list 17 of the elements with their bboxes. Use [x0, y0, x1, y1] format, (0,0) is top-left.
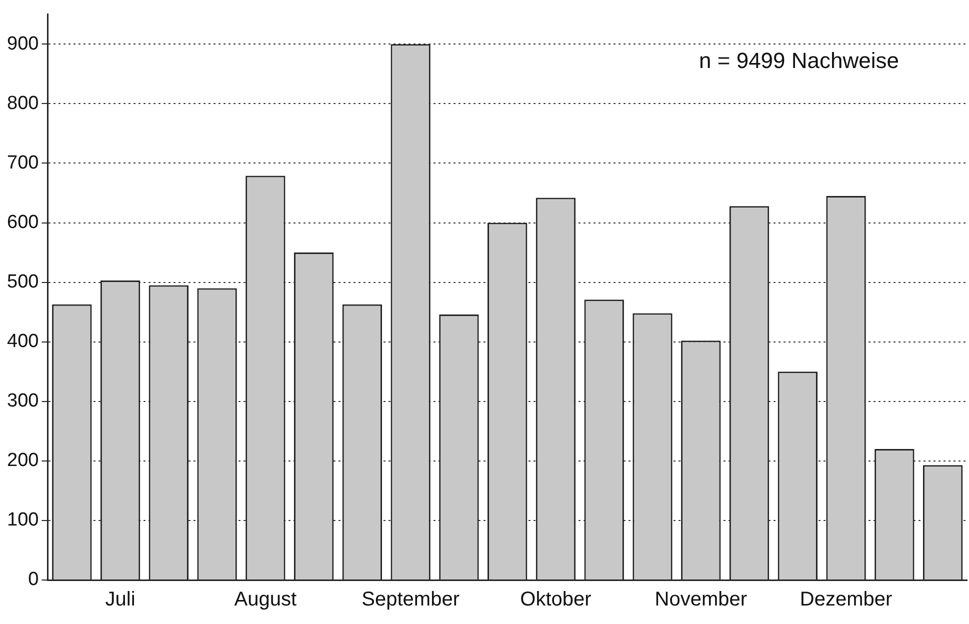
y-tick-label: 400: [7, 331, 39, 352]
annotation: n = 9499 Nachweise: [699, 48, 899, 74]
y-tick-label: 0: [28, 569, 39, 590]
x-tick-label: November: [654, 588, 748, 611]
y-tick-label: 300: [7, 390, 39, 412]
x-tick-label: Juli: [105, 588, 136, 611]
y-tick-label: 600: [7, 212, 39, 234]
y-tick-label: 800: [7, 92, 39, 114]
x-tick-label: Oktober: [520, 588, 592, 611]
y-tick-label: 100: [7, 510, 39, 531]
x-tick-label: Dezember: [800, 588, 892, 611]
y-tick-label: 200: [7, 450, 39, 472]
y-tick-label: 500: [7, 272, 39, 293]
y-tick-label: 900: [7, 33, 39, 54]
x-tick-label: August: [234, 588, 298, 611]
y-tick-label: 700: [7, 152, 39, 174]
x-tick-label: September: [362, 588, 460, 611]
